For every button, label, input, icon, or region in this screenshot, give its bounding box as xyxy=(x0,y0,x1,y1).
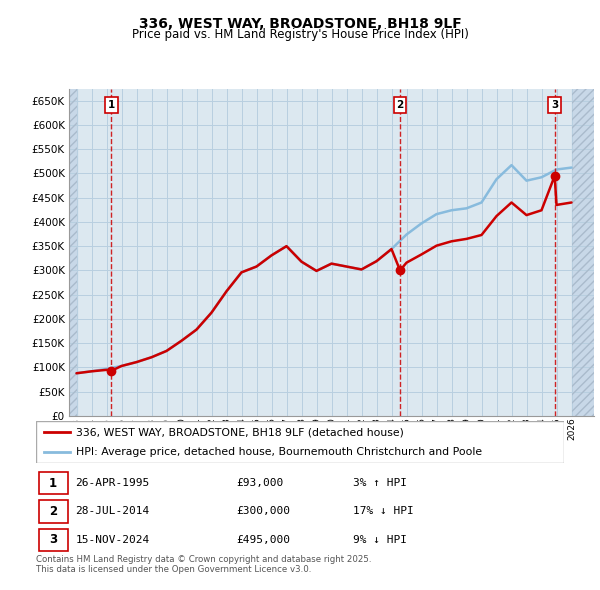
Text: 28-JUL-2014: 28-JUL-2014 xyxy=(76,506,150,516)
Text: 3: 3 xyxy=(551,100,559,110)
Text: 1: 1 xyxy=(49,477,57,490)
Text: £93,000: £93,000 xyxy=(236,478,284,488)
Text: 2: 2 xyxy=(49,505,57,518)
Text: £495,000: £495,000 xyxy=(236,535,290,545)
Text: £300,000: £300,000 xyxy=(236,506,290,516)
Text: Contains HM Land Registry data © Crown copyright and database right 2025.
This d: Contains HM Land Registry data © Crown c… xyxy=(36,555,371,574)
Text: Price paid vs. HM Land Registry's House Price Index (HPI): Price paid vs. HM Land Registry's House … xyxy=(131,28,469,41)
Text: HPI: Average price, detached house, Bournemouth Christchurch and Poole: HPI: Average price, detached house, Bour… xyxy=(76,447,482,457)
Text: 336, WEST WAY, BROADSTONE, BH18 9LF (detached house): 336, WEST WAY, BROADSTONE, BH18 9LF (det… xyxy=(76,427,403,437)
Bar xyxy=(38,472,68,494)
Bar xyxy=(572,88,594,416)
Bar xyxy=(69,88,77,416)
Text: 3% ↑ HPI: 3% ↑ HPI xyxy=(353,478,407,488)
Bar xyxy=(38,500,68,523)
Text: 336, WEST WAY, BROADSTONE, BH18 9LF: 336, WEST WAY, BROADSTONE, BH18 9LF xyxy=(139,17,461,31)
Bar xyxy=(38,529,68,551)
Text: 9% ↓ HPI: 9% ↓ HPI xyxy=(353,535,407,545)
Text: 2: 2 xyxy=(397,100,404,110)
Text: 1: 1 xyxy=(107,100,115,110)
Text: 3: 3 xyxy=(49,533,57,546)
Text: 15-NOV-2024: 15-NOV-2024 xyxy=(76,535,150,545)
Text: 26-APR-1995: 26-APR-1995 xyxy=(76,478,150,488)
Text: 17% ↓ HPI: 17% ↓ HPI xyxy=(353,506,413,516)
